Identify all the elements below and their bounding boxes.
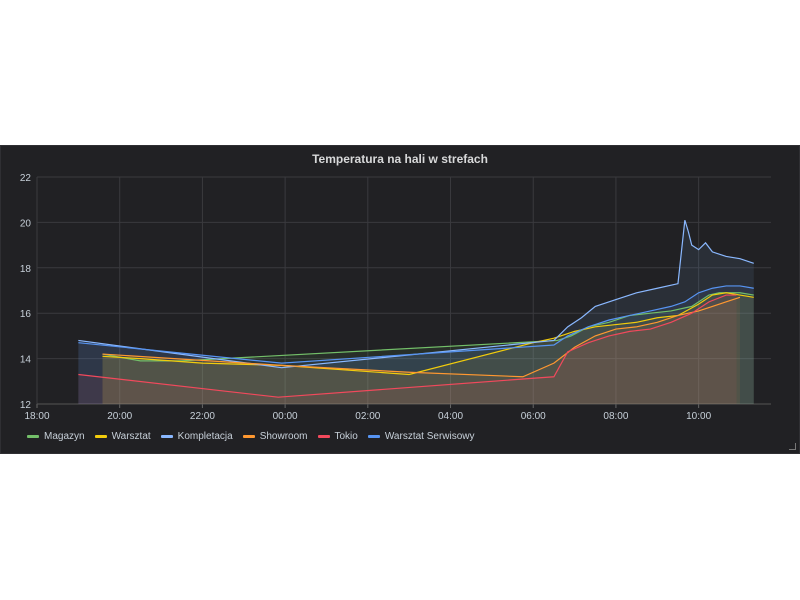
panel-title[interactable]: Temperatura na hali w strefach xyxy=(312,152,488,166)
series-line-magazyn xyxy=(102,292,754,362)
legend-label: Kompletacja xyxy=(177,431,233,442)
legend-label: Warsztat xyxy=(111,431,151,442)
x-tick-label: 20:00 xyxy=(107,411,132,422)
series-area-magazyn xyxy=(102,292,754,404)
legend-label: Showroom xyxy=(259,431,308,442)
y-tick-label: 18 xyxy=(20,264,32,275)
y-tick-label: 20 xyxy=(20,218,32,229)
legend-swatch xyxy=(317,435,330,438)
legend-item[interactable]: Kompletacja xyxy=(160,431,233,442)
legend-swatch xyxy=(160,435,173,438)
graph-panel: Temperatura na hali w strefach 12 14 16 18 2… xyxy=(0,145,800,454)
legend-label: Warsztat Serwisowy xyxy=(384,431,475,442)
x-tick-label: 00:00 xyxy=(273,411,298,422)
series-area-showroom xyxy=(102,297,740,404)
legend-swatch xyxy=(27,435,39,438)
x-tick-label: 22:00 xyxy=(190,411,215,422)
series-line-kompletacja xyxy=(78,219,754,369)
legend-item[interactable]: Warsztat Serwisowy xyxy=(367,431,475,442)
series-area-kompletacja xyxy=(78,220,754,404)
legend-label: Magazyn xyxy=(44,431,85,442)
legend: Magazyn Warsztat Kompletacja Showroom Tokio W… xyxy=(27,431,475,442)
legend-item[interactable]: Warsztat xyxy=(94,431,151,442)
series-area-warsztat xyxy=(102,292,754,404)
y-tick-label: 16 xyxy=(20,309,32,320)
x-tick-label: 10:00 xyxy=(686,411,711,422)
series-line-showroom xyxy=(102,296,741,378)
legend-label: Tokio xyxy=(334,431,358,442)
x-tick-label: 04:00 xyxy=(438,411,463,422)
legend-swatch xyxy=(367,435,380,438)
legend-swatch xyxy=(242,435,255,438)
series-area-tokio xyxy=(78,295,737,404)
legend-swatch xyxy=(94,435,107,438)
series-area-warsztat-serwisowy xyxy=(78,285,754,404)
series-line-tokio xyxy=(78,294,737,398)
x-tick-label: 18:00 xyxy=(24,411,49,422)
chart-plot-area: 12 14 16 18 20 22 18:00 20:00 22:00 00:00 02:00 04:… xyxy=(20,173,771,422)
legend-item[interactable]: Showroom xyxy=(242,431,308,442)
legend-item[interactable]: Magazyn xyxy=(27,431,85,442)
resize-handle-icon[interactable] xyxy=(789,443,796,450)
x-tick-label: 02:00 xyxy=(355,411,380,422)
y-tick-label: 14 xyxy=(20,355,32,366)
y-tick-label: 12 xyxy=(20,400,32,411)
legend-item[interactable]: Tokio xyxy=(317,431,358,442)
x-tick-label: 06:00 xyxy=(521,411,546,422)
y-tick-label: 22 xyxy=(20,173,32,184)
x-tick-label: 08:00 xyxy=(603,411,628,422)
series-line-warsztat-serwisowy xyxy=(78,285,754,364)
